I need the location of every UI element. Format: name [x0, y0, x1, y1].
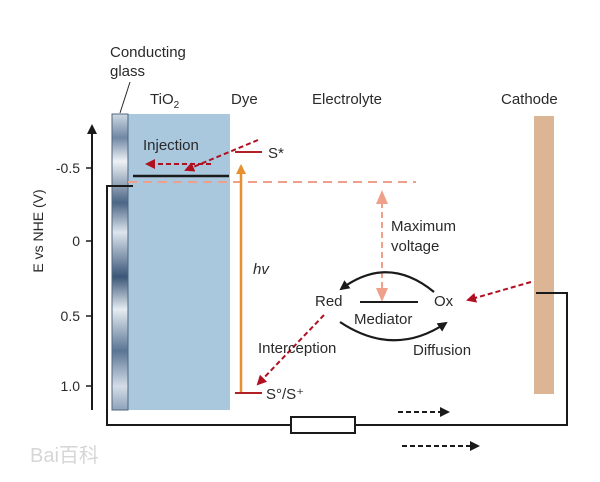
interception-label: Interception: [258, 340, 336, 357]
tick-label: 1.0: [61, 378, 81, 394]
conducting-glass-label-2: glass: [110, 63, 145, 80]
tio2-layer: [128, 114, 230, 410]
max-voltage-arrowhead-down: [376, 288, 388, 302]
glass-leader-line: [119, 81, 131, 114]
tick-label: -0.5: [56, 160, 80, 176]
red-label: Red: [315, 293, 343, 310]
regeneration-arc-arrow: [339, 271, 435, 293]
injection-label: Injection: [143, 137, 199, 154]
max-voltage-arrowhead-up: [376, 190, 388, 204]
external-circuit-right: [355, 292, 568, 426]
max-voltage-label-1: Maximum: [391, 218, 456, 235]
external-circuit-left: [106, 185, 291, 426]
tio2-label: TiO2: [150, 91, 180, 111]
axis-title: E vs NHE (V): [30, 189, 46, 272]
tick-label: 0: [72, 233, 80, 249]
max-voltage-label-2: voltage: [391, 238, 439, 255]
conducting-glass-label-1: Conducting: [110, 44, 186, 61]
baike-watermark: Bai百科: [30, 444, 99, 467]
cathode-reduction-arrow: [466, 281, 532, 303]
diffusion-label: Diffusion: [413, 342, 471, 359]
conducting-glass: [111, 113, 129, 411]
load-resistor: [290, 416, 356, 434]
cathode-electrode: [534, 116, 554, 394]
hv-label: hv: [253, 261, 270, 278]
s-star-label: S*: [268, 145, 284, 162]
s-ground-label: S°/S⁺: [266, 386, 304, 403]
mediator-label: Mediator: [354, 311, 412, 328]
ox-label: Ox: [434, 293, 454, 310]
electrolyte-label: Electrolyte: [312, 91, 382, 108]
cathode-label: Cathode: [501, 91, 558, 108]
diffusion-arc-arrow: [339, 321, 448, 342]
tick-label: 0.5: [61, 308, 81, 324]
injection-arrow: [184, 139, 259, 172]
dye-label: Dye: [231, 91, 258, 108]
